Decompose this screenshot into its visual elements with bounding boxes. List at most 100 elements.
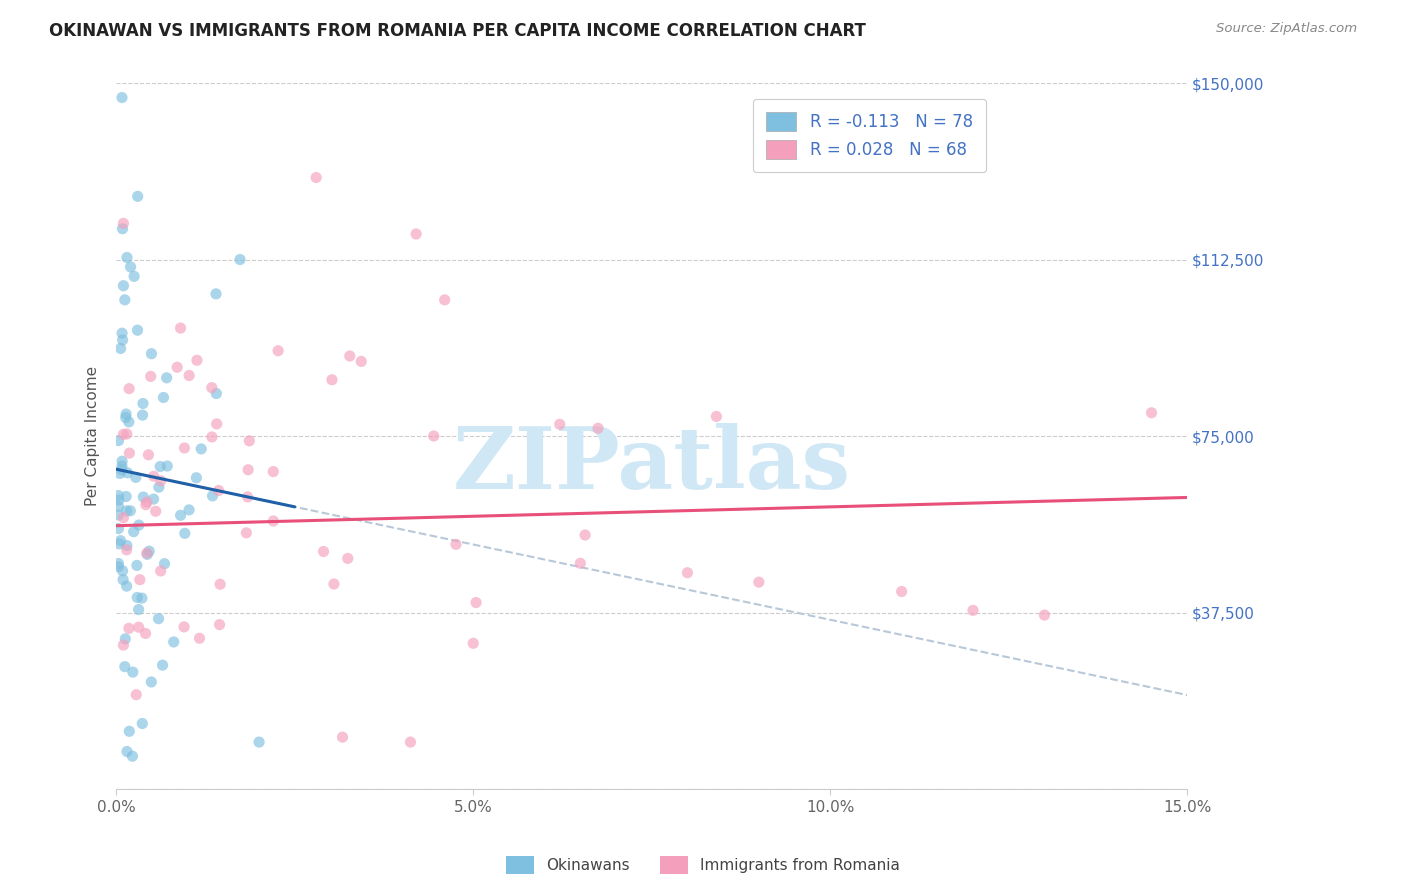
Point — [107, 559, 129, 574]
Point — [166, 360, 188, 375]
Point — [110, 463, 132, 477]
Text: ZIPatlas: ZIPatlas — [453, 423, 851, 507]
Point — [152, 658, 174, 673]
Point — [135, 495, 157, 509]
Point — [339, 349, 361, 363]
Point — [201, 430, 224, 444]
Point — [267, 343, 290, 358]
Point — [114, 659, 136, 673]
Point — [114, 410, 136, 425]
Point — [112, 510, 135, 524]
Point — [112, 427, 135, 442]
Point — [115, 251, 138, 265]
Point — [332, 730, 354, 744]
Point — [201, 489, 224, 503]
Point — [118, 446, 141, 460]
Point — [141, 347, 163, 361]
Point — [118, 724, 141, 739]
Point — [149, 564, 172, 578]
Point — [111, 326, 134, 341]
Point — [127, 591, 149, 605]
Point — [115, 490, 138, 504]
Point — [205, 386, 228, 401]
Point — [135, 546, 157, 560]
Point — [463, 636, 485, 650]
Point — [149, 459, 172, 474]
Point — [247, 735, 270, 749]
Point — [132, 490, 155, 504]
Point — [148, 480, 170, 494]
Point — [111, 458, 134, 473]
Point — [205, 417, 228, 431]
Point — [190, 442, 212, 456]
Point — [173, 620, 195, 634]
Y-axis label: Per Capita Income: Per Capita Income — [86, 367, 100, 507]
Point — [135, 626, 157, 640]
Point — [108, 467, 131, 481]
Point — [115, 579, 138, 593]
Point — [586, 421, 609, 435]
Point — [145, 504, 167, 518]
Point — [235, 525, 257, 540]
Point — [152, 391, 174, 405]
Point — [322, 577, 344, 591]
Point — [236, 463, 259, 477]
Point — [107, 489, 129, 503]
Point — [107, 434, 129, 448]
Point — [118, 621, 141, 635]
Point — [135, 498, 157, 512]
Point — [108, 537, 131, 551]
Point — [107, 508, 129, 522]
Point — [118, 382, 141, 396]
Point — [141, 675, 163, 690]
Point — [169, 321, 191, 335]
Point — [111, 221, 134, 235]
Point — [156, 371, 179, 385]
Point — [574, 528, 596, 542]
Point — [107, 557, 129, 571]
Point — [112, 216, 135, 230]
Point — [201, 381, 224, 395]
Point — [548, 417, 571, 432]
Point — [423, 429, 446, 443]
Point — [111, 564, 134, 578]
Point — [169, 508, 191, 523]
Point — [110, 342, 132, 356]
Point — [177, 503, 200, 517]
Point — [111, 90, 134, 104]
Point — [173, 526, 195, 541]
Point — [1033, 608, 1056, 623]
Legend: R = -0.113   N = 78, R = 0.028   N = 68: R = -0.113 N = 78, R = 0.028 N = 68 — [754, 99, 986, 172]
Point — [208, 617, 231, 632]
Point — [121, 749, 143, 764]
Text: Source: ZipAtlas.com: Source: ZipAtlas.com — [1216, 22, 1357, 36]
Point — [748, 575, 770, 590]
Point — [706, 409, 728, 424]
Point — [138, 544, 160, 558]
Point — [350, 354, 373, 368]
Point — [188, 632, 211, 646]
Point — [131, 591, 153, 606]
Point — [112, 638, 135, 652]
Point — [115, 504, 138, 518]
Point — [115, 539, 138, 553]
Point — [120, 260, 142, 274]
Point — [122, 269, 145, 284]
Point — [321, 373, 343, 387]
Point — [444, 537, 467, 551]
Point — [962, 603, 984, 617]
Point — [128, 573, 150, 587]
Point — [138, 448, 160, 462]
Point — [163, 635, 186, 649]
Point — [114, 293, 136, 307]
Point — [305, 170, 328, 185]
Point — [156, 458, 179, 473]
Point — [148, 612, 170, 626]
Point — [125, 558, 148, 573]
Point — [107, 500, 129, 514]
Point — [142, 469, 165, 483]
Point — [676, 566, 699, 580]
Point — [128, 518, 150, 533]
Legend: Okinawans, Immigrants from Romania: Okinawans, Immigrants from Romania — [501, 850, 905, 880]
Point — [569, 557, 592, 571]
